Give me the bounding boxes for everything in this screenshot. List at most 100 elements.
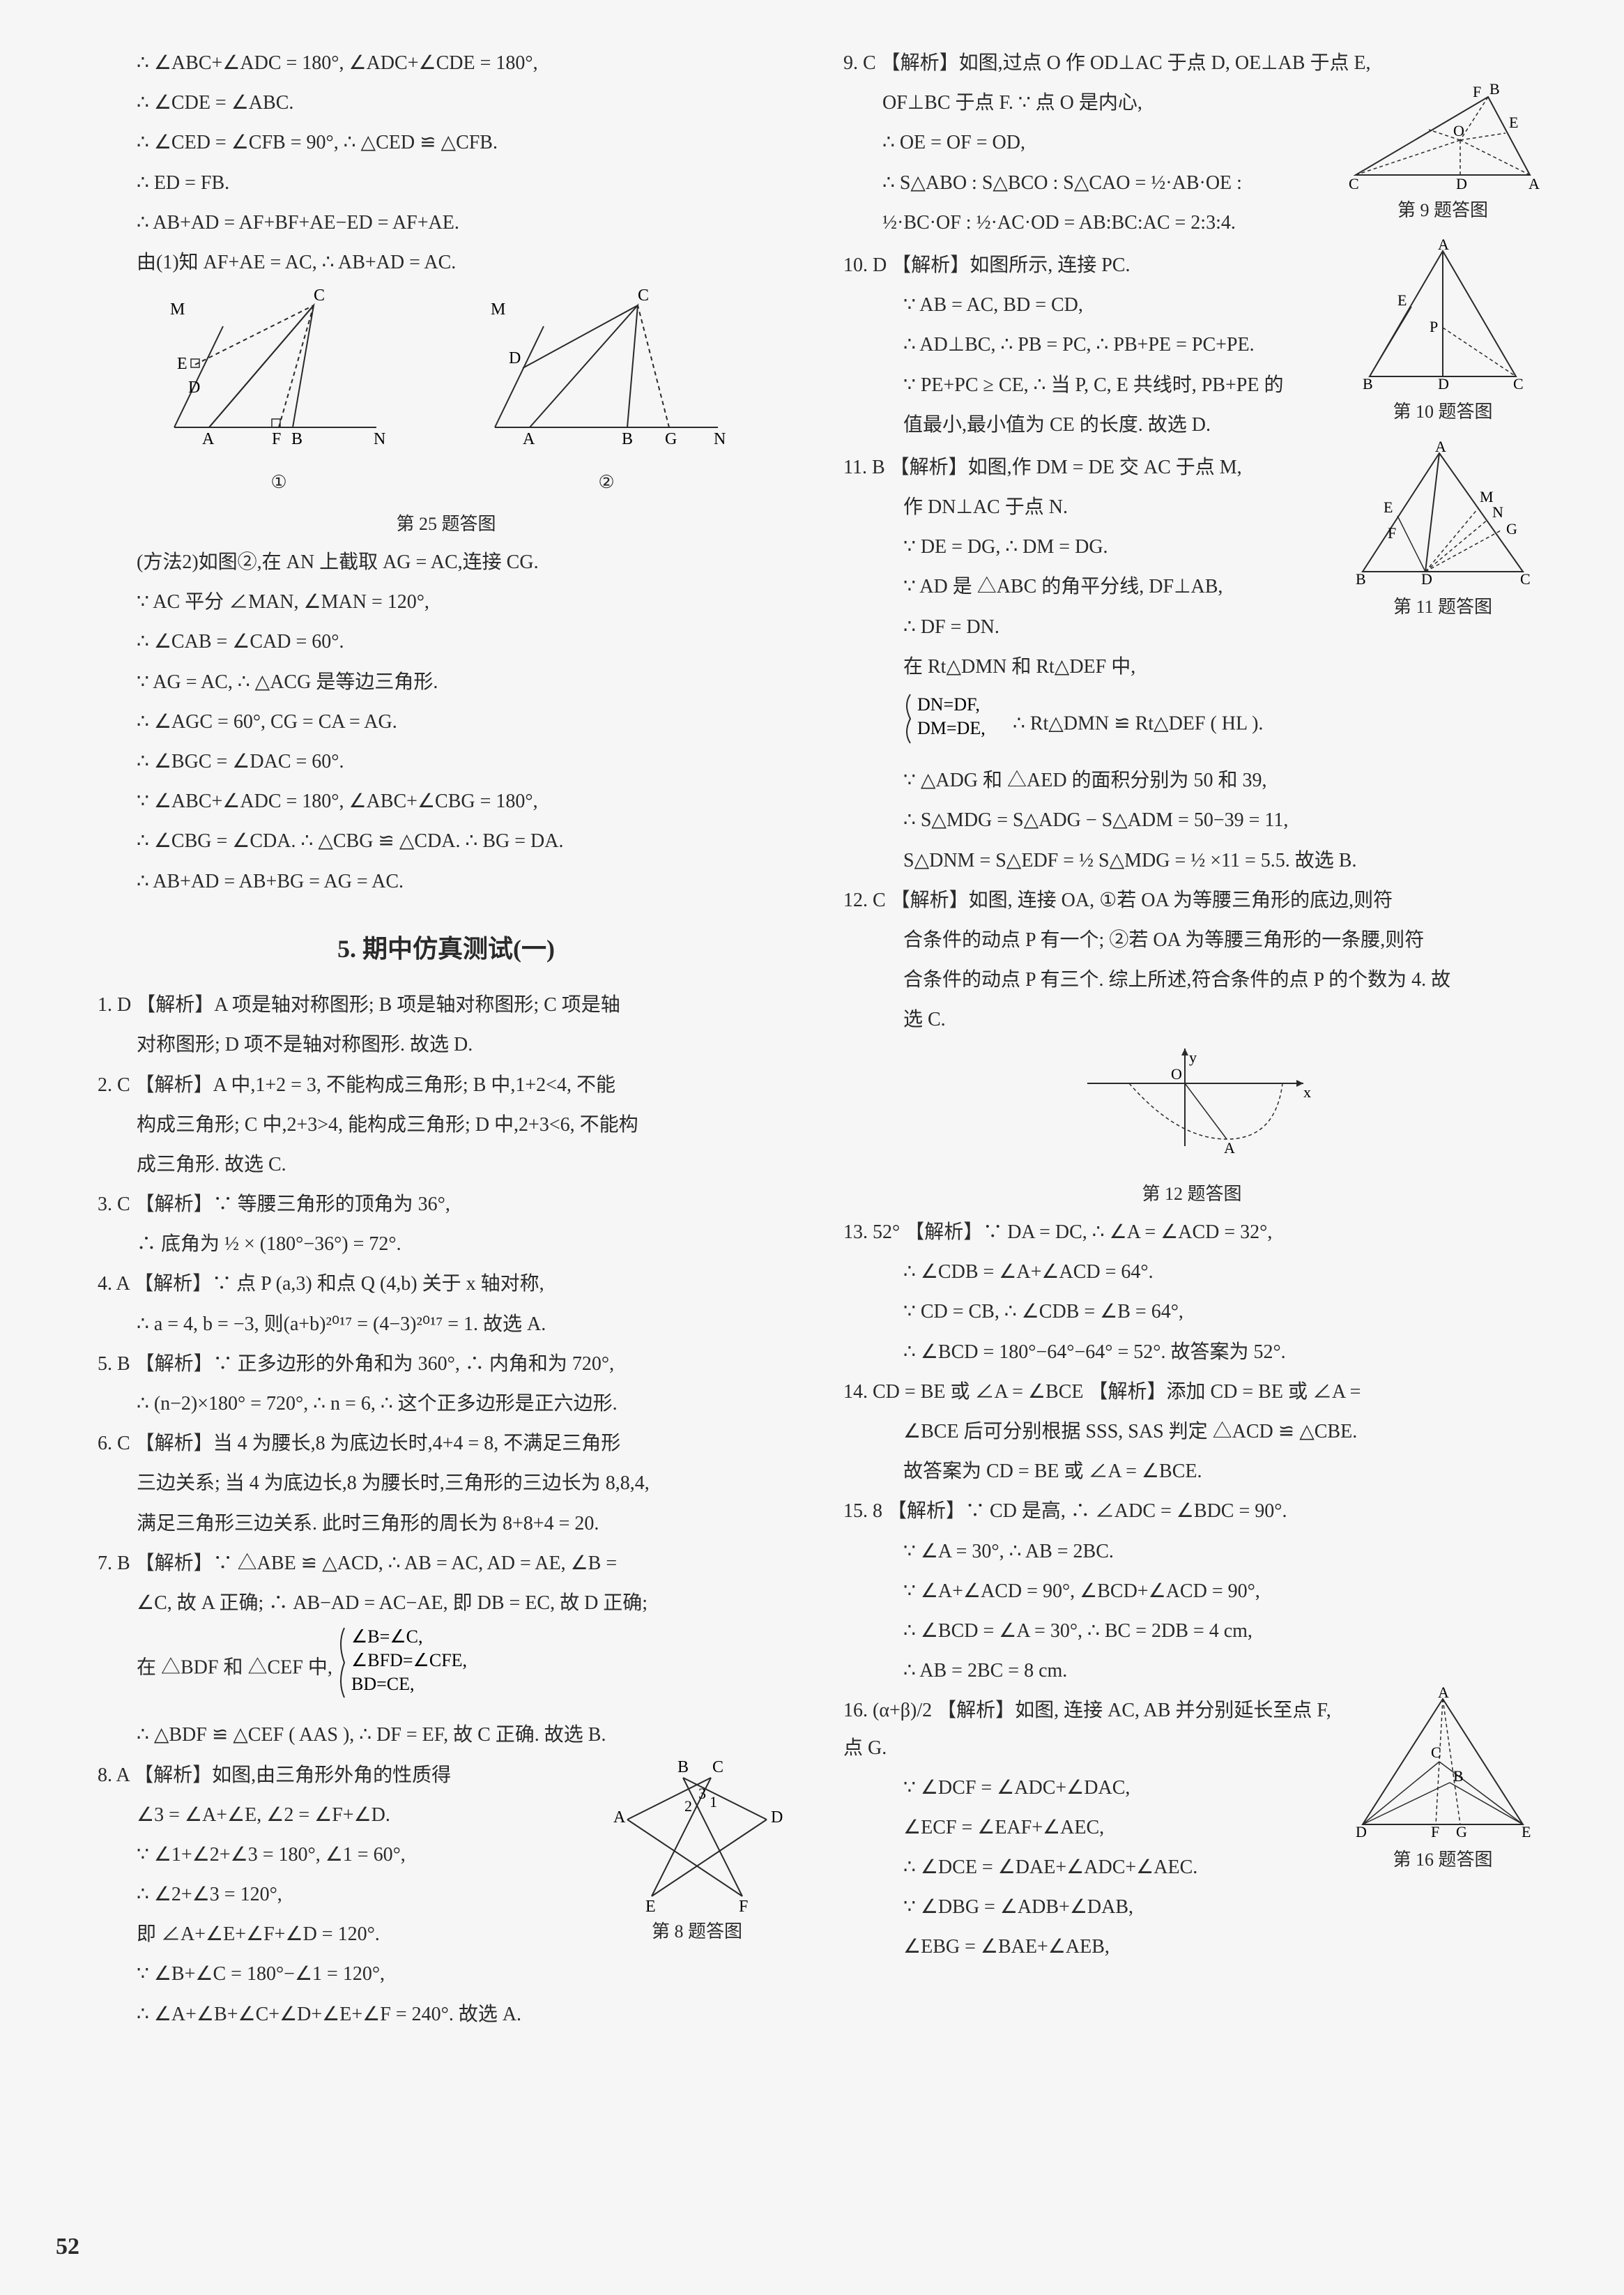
page-number: 52 xyxy=(56,2225,79,2270)
figure-10: A E P B D C 第 10 题答图 xyxy=(1345,244,1540,429)
q4-line: 4. A 【解析】∵ 点 P (a,3) 和点 Q (4,b) 关于 x 轴对称… xyxy=(98,1265,795,1302)
svg-text:A: A xyxy=(523,430,535,448)
figure-11: A E F M N G B D C 第 11 题答图 xyxy=(1345,446,1540,624)
q15-line: ∴ AB = 2BC = 8 cm. xyxy=(843,1652,1540,1689)
q16-line: ∵ ∠DBG = ∠ADB+∠DAB, xyxy=(843,1889,1540,1926)
svg-text:A: A xyxy=(1224,1139,1235,1157)
q6-line: 三边关系; 当 4 为底边长,8 为腰长时,三角形的三边长为 8,8,4, xyxy=(98,1465,795,1502)
q13-line: ∴ ∠BCD = 180°−64°−64° = 52°. 故答案为 52°. xyxy=(843,1334,1540,1371)
figure-9-caption: 第 9 题答图 xyxy=(1345,193,1540,227)
svg-text:O: O xyxy=(1453,122,1464,139)
q5-line: ∴ (n−2)×180° = 720°, ∴ n = 6, ∴ 这个正多边形是正… xyxy=(98,1385,795,1422)
svg-text:E: E xyxy=(1384,498,1393,516)
text-line: ∴ ∠CBG = ∠CDA. ∴ △CBG ≌ △CDA. ∴ BG = DA. xyxy=(98,823,795,860)
svg-text:E: E xyxy=(645,1898,656,1916)
svg-text:C: C xyxy=(638,287,649,305)
svg-text:C: C xyxy=(1520,570,1531,588)
svg-text:E: E xyxy=(1522,1823,1531,1840)
svg-text:x: x xyxy=(1303,1083,1311,1101)
q12-line: 合条件的动点 P 有三个. 综上所述,符合条件的点 P 的个数为 4. 故 xyxy=(843,961,1540,998)
figure-8-caption: 第 8 题答图 xyxy=(599,1914,795,1949)
q11-line: ∵ △ADG 和 △AED 的面积分别为 50 和 39, xyxy=(843,762,1540,799)
svg-text:B: B xyxy=(1356,570,1366,588)
svg-text:D: D xyxy=(509,349,521,367)
q11-line: 在 Rt△DMN 和 Rt△DEF 中, xyxy=(843,648,1540,685)
svg-text:∠BFD=∠CFE,: ∠BFD=∠CFE, xyxy=(351,1650,467,1670)
svg-text:A: A xyxy=(613,1808,626,1827)
brace-icon: ∠B=∠C, ∠BFD=∠CFE, BD=CE, xyxy=(337,1624,477,1714)
text-line: ∵ ∠ABC+∠ADC = 180°, ∠ABC+∠CBG = 180°, xyxy=(98,783,795,820)
svg-text:D: D xyxy=(771,1808,783,1827)
q9-line: 9. C 【解析】如图,过点 O 作 OD⊥AC 于点 D, OE⊥AB 于点 … xyxy=(843,45,1540,82)
svg-text:B: B xyxy=(291,430,302,448)
svg-text:A: A xyxy=(1438,1684,1449,1701)
q16-line: ∠EBG = ∠BAE+∠AEB, xyxy=(843,1928,1540,1965)
svg-text:E: E xyxy=(1509,114,1518,131)
q7-prefix: 在 △BDF 和 △CEF 中, xyxy=(137,1657,332,1679)
q7-line: 在 △BDF 和 △CEF 中, ∠B=∠C, ∠BFD=∠CFE, BD=CE… xyxy=(98,1624,795,1714)
svg-text:E: E xyxy=(1397,291,1407,309)
svg-text:B: B xyxy=(1453,1767,1464,1785)
svg-text:N: N xyxy=(374,430,385,448)
text-line: ∴ ∠BGC = ∠DAC = 60°. xyxy=(98,743,795,780)
text-line: ∴ ED = FB. xyxy=(98,165,795,201)
q2-line: 成三角形. 故选 C. xyxy=(98,1146,795,1183)
figure-12: y O x A 第 12 题答图 xyxy=(843,1042,1540,1212)
text-line: ∴ ∠AGC = 60°, CG = CA = AG. xyxy=(98,703,795,740)
svg-text:G: G xyxy=(665,430,677,448)
svg-text:N: N xyxy=(1492,503,1503,521)
section-title: 5. 期中仿真测试(一) xyxy=(98,925,795,973)
svg-text:G: G xyxy=(1506,520,1517,537)
svg-text:A: A xyxy=(1435,438,1446,455)
svg-text:F: F xyxy=(1431,1823,1439,1840)
q14-line: 故答案为 CD = BE 或 ∠A = ∠BCE. xyxy=(843,1453,1540,1490)
q4-line: ∴ a = 4, b = −3, 则(a+b)²⁰¹⁷ = (4−3)²⁰¹⁷ … xyxy=(98,1306,795,1343)
svg-text:B: B xyxy=(1489,80,1500,98)
q11-brace-tail: ∴ Rt△DMN ≌ Rt△DEF ( HL ). xyxy=(1013,713,1263,735)
q3-line: 3. C 【解析】∵ 等腰三角形的顶角为 36°, xyxy=(98,1186,795,1223)
svg-text:G: G xyxy=(1456,1823,1467,1840)
figure-25-left: M C E D A F B N xyxy=(167,288,390,448)
svg-text:DN=DF,: DN=DF, xyxy=(917,694,980,715)
text-line: ∴ ∠CAB = ∠CAD = 60°. xyxy=(98,623,795,660)
figure-25-caption: 第 25 题答图 xyxy=(98,507,795,541)
svg-text:∠B=∠C,: ∠B=∠C, xyxy=(351,1626,422,1647)
q7-line: ∠C, 故 A 正确; ∴ AB−AD = AC−AE, 即 DB = EC, … xyxy=(98,1585,795,1622)
svg-text:F: F xyxy=(1473,83,1481,100)
q13-line: ∵ CD = CB, ∴ ∠CDB = ∠B = 64°, xyxy=(843,1293,1540,1330)
text-line: ∴ AB+AD = AF+BF+AE−ED = AF+AE. xyxy=(98,204,795,241)
svg-text:C: C xyxy=(712,1758,723,1776)
svg-text:F: F xyxy=(272,430,281,448)
svg-text:P: P xyxy=(1430,318,1438,335)
svg-text:B: B xyxy=(677,1758,689,1776)
svg-text:C: C xyxy=(314,287,325,305)
figure-16: A C B D F G E 第 16 题答图 xyxy=(1345,1692,1540,1877)
figure-25-right-num: ② xyxy=(488,465,725,499)
q11-line: S△DNM = S△EDF = ½ S△MDG = ½ ×11 = 5.5. 故… xyxy=(843,842,1540,879)
svg-text:M: M xyxy=(170,300,185,319)
svg-text:D: D xyxy=(1421,570,1432,588)
svg-text:B: B xyxy=(1363,375,1373,392)
svg-text:O: O xyxy=(1171,1065,1182,1083)
text-line: ∴ ∠ABC+∠ADC = 180°, ∠ADC+∠CDE = 180°, xyxy=(98,45,795,82)
q15-line: ∵ ∠A = 30°, ∴ AB = 2BC. xyxy=(843,1533,1540,1570)
figure-10-caption: 第 10 题答图 xyxy=(1345,395,1540,429)
figure-9: F B E O C D A 第 9 题答图 xyxy=(1345,84,1540,227)
q3-line: ∴ 底角为 ½ × (180°−36°) = 72°. xyxy=(98,1226,795,1263)
svg-text:A: A xyxy=(1438,236,1449,253)
text-line: ∴ AB+AD = AB+BG = AG = AC. xyxy=(98,863,795,900)
text-line: (方法2)如图②,在 AN 上截取 AG = AC,连接 CG. xyxy=(98,544,795,581)
svg-text:D: D xyxy=(1438,375,1449,392)
svg-text:C: C xyxy=(1431,1744,1441,1761)
q7-line: ∴ △BDF ≌ △CEF ( AAS ), ∴ DF = EF, 故 C 正确… xyxy=(98,1716,795,1753)
q8-line: ∴ ∠A+∠B+∠C+∠D+∠E+∠F = 240°. 故选 A. xyxy=(98,1996,795,2033)
q12-line: 选 C. xyxy=(843,1001,1540,1038)
svg-text:B: B xyxy=(622,430,633,448)
text-line: ∴ ∠CED = ∠CFB = 90°, ∴ △CED ≌ △CFB. xyxy=(98,124,795,161)
svg-text:D: D xyxy=(188,379,200,397)
q12-line: 12. C 【解析】如图, 连接 OA, ①若 OA 为等腰三角形的底边,则符 xyxy=(843,882,1540,919)
svg-text:C: C xyxy=(1513,375,1524,392)
q11-line: ∴ S△MDG = S△ADG − S△ADM = 50−39 = 11, xyxy=(843,802,1540,839)
svg-text:3: 3 xyxy=(698,1785,706,1802)
svg-text:DM=DE,: DM=DE, xyxy=(917,718,986,738)
